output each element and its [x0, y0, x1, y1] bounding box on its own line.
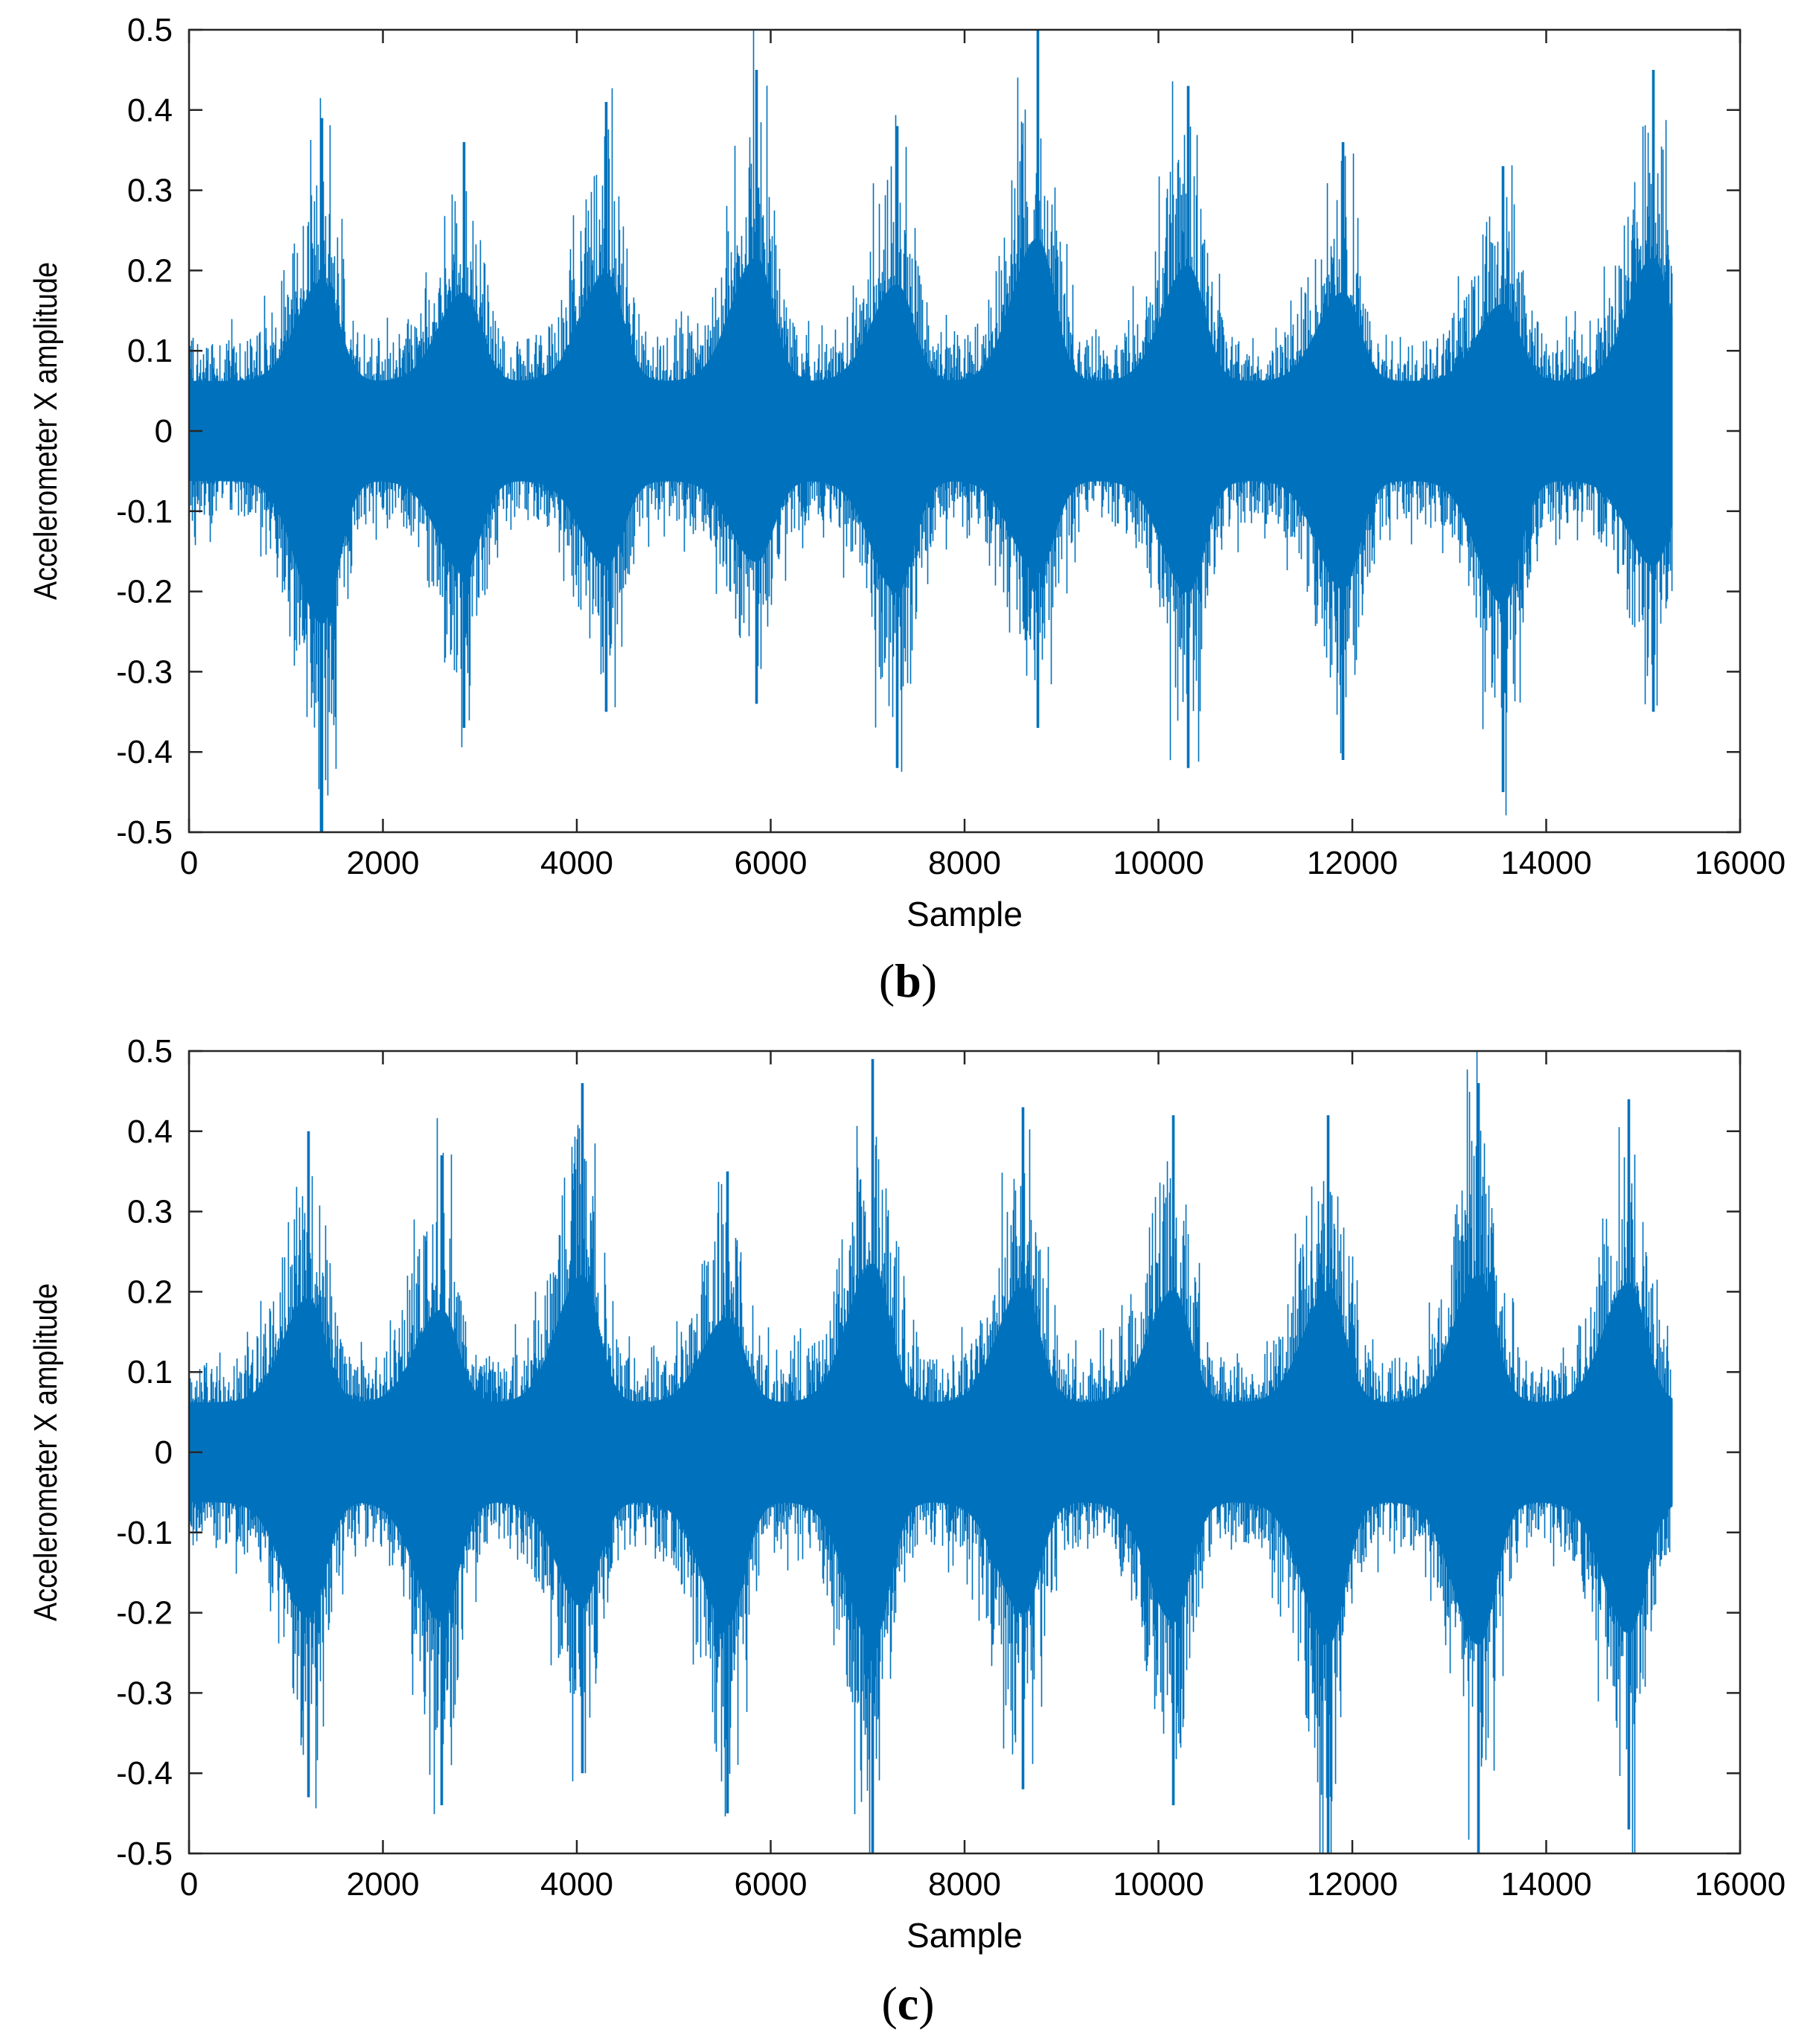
- y-tick-label: 0.1: [127, 333, 173, 369]
- y-tick-label: 0.3: [127, 173, 173, 209]
- y-tick-label: -0.1: [116, 1515, 173, 1551]
- x-tick-label: 16000: [1695, 1866, 1785, 1903]
- y-axis-label: Accelerometer X amplitude: [27, 262, 63, 600]
- x-tick-label: 12000: [1307, 1866, 1398, 1903]
- tick-labels: 0 2000 4000 6000 8000 10000 12000 14000 16000 0.5…: [116, 1033, 1785, 1903]
- x-tick-label: 0: [180, 1866, 198, 1903]
- tick-labels: 0 2000 4000 6000 8000 10000 12000 14000 16000 0.5…: [116, 12, 1785, 881]
- x-tick-label: 4000: [540, 1866, 613, 1903]
- y-tick-label: -0.2: [116, 574, 173, 610]
- x-tick-label: 10000: [1113, 845, 1203, 881]
- x-tick-label: 8000: [928, 845, 1001, 881]
- x-tick-label: 8000: [928, 1866, 1001, 1903]
- y-tick-label: 0: [155, 1434, 173, 1471]
- x-tick-label: 10000: [1113, 1866, 1203, 1903]
- y-tick-label: 0.4: [127, 92, 173, 129]
- y-tick-label: -0.4: [116, 1755, 173, 1792]
- y-tick-label: -0.1: [116, 494, 173, 530]
- y-tick-label: -0.3: [116, 654, 173, 690]
- x-tick-label: 6000: [735, 845, 808, 881]
- y-tick-label: -0.4: [116, 734, 173, 770]
- x-tick-label: 12000: [1307, 845, 1398, 881]
- panel-c-caption: (c): [881, 1977, 935, 2030]
- x-tick-label: 14000: [1500, 1866, 1591, 1903]
- x-tick-label: 0: [180, 845, 198, 881]
- y-tick-label: -0.5: [116, 814, 173, 851]
- panel-b-caption: (b): [878, 954, 938, 1007]
- y-tick-label: 0.3: [127, 1194, 173, 1230]
- x-tick-label: 14000: [1500, 845, 1591, 881]
- y-tick-label: 0.2: [127, 1274, 173, 1310]
- x-tick-label: 6000: [735, 1866, 808, 1903]
- axes: [188, 1050, 1742, 1855]
- y-tick-label: -0.2: [116, 1595, 173, 1632]
- panel-c-letter: c: [897, 1977, 919, 2030]
- x-axis-label: Sample: [907, 895, 1023, 933]
- y-tick-label: 0.1: [127, 1354, 173, 1390]
- y-tick-label: 0: [155, 413, 173, 450]
- y-tick-label: 0.5: [127, 12, 173, 48]
- chart-panel-c: 0 2000 4000 6000 8000 10000 12000 14000 16000 0.5…: [27, 1033, 1785, 1955]
- axes: [188, 28, 1742, 834]
- y-tick-label: -0.3: [116, 1675, 173, 1711]
- x-tick-label: 2000: [347, 1866, 420, 1903]
- y-tick-label: 0.4: [127, 1114, 173, 1150]
- x-tick-label: 2000: [347, 845, 420, 881]
- x-tick-label: 4000: [540, 845, 613, 881]
- y-tick-label: -0.5: [116, 1836, 173, 1872]
- y-tick-label: 0.5: [127, 1033, 173, 1070]
- chart-panel-b: 0 2000 4000 6000 8000 10000 12000 14000 16000 0.5…: [27, 12, 1785, 933]
- x-axis-label: Sample: [907, 1916, 1023, 1955]
- y-tick-label: 0.2: [127, 252, 173, 289]
- y-axis-label: Accelerometer X amplitude: [27, 1283, 63, 1621]
- panel-b-letter: b: [895, 954, 921, 1007]
- x-tick-label: 16000: [1695, 845, 1785, 881]
